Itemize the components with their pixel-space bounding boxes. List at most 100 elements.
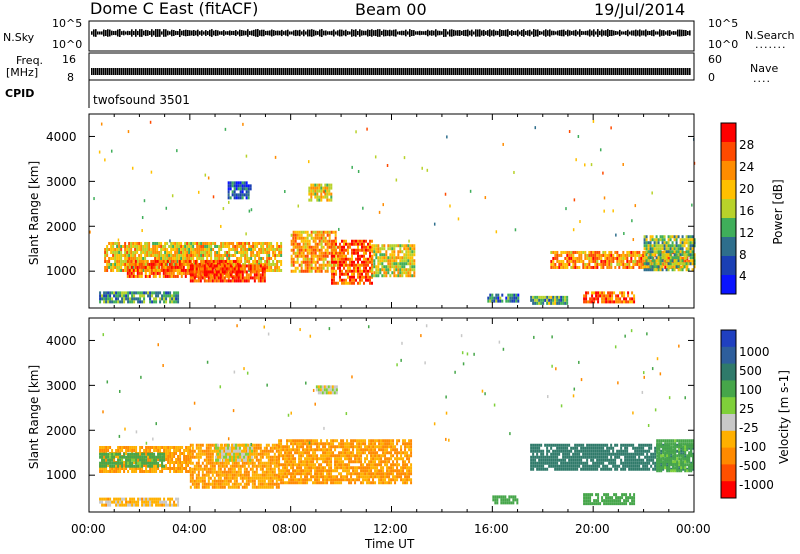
data-cell: [150, 265, 153, 269]
data-cell: [107, 452, 110, 456]
data-cell: [181, 445, 184, 449]
data-cell: [128, 274, 131, 278]
freq-bar: [681, 68, 683, 75]
data-cell: [282, 469, 285, 473]
data-cell: [324, 186, 327, 190]
data-cell: [294, 457, 297, 461]
data-cell: [257, 452, 260, 456]
data-cell: [233, 485, 236, 489]
data-cell: [225, 470, 228, 474]
data-cell: [211, 485, 214, 489]
data-cell: [669, 262, 672, 266]
data-cell: [209, 276, 212, 280]
data-cell: [363, 275, 365, 279]
data-cell: [679, 244, 682, 248]
data-cell: [239, 455, 242, 459]
data-cell: [643, 265, 646, 269]
freq-bar: [165, 68, 167, 75]
data-cell: [389, 253, 392, 257]
data-cell: [369, 260, 371, 264]
data-cell: [227, 485, 230, 489]
data-cell: [119, 448, 122, 452]
data-cell: [316, 260, 319, 264]
data-cell: [320, 236, 323, 240]
data-cell: [263, 452, 266, 456]
data-cell: [217, 276, 220, 280]
data-cell: [253, 443, 256, 447]
data-cell: [176, 149, 178, 153]
data-cell: [373, 250, 376, 254]
freq-bar: [589, 68, 591, 75]
data-cell: [318, 195, 321, 199]
data-cell: [169, 451, 172, 455]
data-cell: [103, 466, 106, 470]
nsky-bar: [151, 29, 153, 37]
nsky-bar: [515, 30, 517, 36]
freq-bar: [283, 68, 285, 75]
freq-bar: [267, 68, 269, 75]
data-cell: [156, 271, 159, 275]
data-cell: [322, 230, 325, 234]
data-cell: [290, 439, 293, 443]
data-cell: [215, 455, 218, 459]
data-cell: [233, 473, 236, 477]
data-cell: [105, 445, 108, 449]
data-cell: [195, 476, 198, 480]
data-cell: [266, 253, 269, 257]
freq-bar: [523, 68, 525, 75]
data-cell: [405, 256, 408, 260]
data-cell: [487, 296, 490, 300]
nsky-bar: [111, 30, 113, 36]
data-cell: [310, 475, 313, 479]
data-cell: [332, 230, 335, 234]
data-cell: [132, 262, 135, 266]
data-cell: [371, 281, 373, 285]
nsky-bar: [385, 29, 387, 37]
nsky-bar: [273, 30, 275, 36]
freq-bar: [147, 68, 149, 75]
data-cell: [651, 265, 654, 269]
data-cell: [282, 472, 285, 476]
data-cell: [298, 469, 301, 473]
data-cell: [251, 446, 254, 450]
data-cell: [206, 274, 209, 278]
data-cell: [119, 445, 122, 449]
data-cell: [292, 245, 295, 249]
data-cell: [197, 446, 200, 450]
data-cell: [278, 478, 281, 482]
data-cell: [220, 241, 223, 245]
data-cell: [172, 244, 175, 248]
data-cell: [491, 299, 494, 303]
data-cell: [209, 264, 212, 268]
data-cell: [597, 294, 600, 298]
data-cell: [306, 257, 309, 261]
data-cell: [282, 457, 285, 461]
data-cell: [237, 267, 240, 271]
nsky-bar: [631, 30, 633, 36]
data-cell: [134, 253, 137, 257]
data-cell: [377, 247, 380, 251]
data-cell: [237, 184, 240, 188]
data-cell: [351, 254, 353, 258]
data-cell: [399, 274, 402, 278]
data-cell: [375, 274, 378, 278]
data-cell: [216, 253, 219, 257]
data-cell: [197, 473, 200, 477]
data-cell: [128, 253, 131, 257]
data-cell: [604, 259, 607, 263]
freq-bar: [649, 68, 651, 75]
data-cell: [310, 478, 313, 482]
data-cell: [132, 274, 135, 278]
data-cell: [341, 269, 343, 273]
data-cell: [164, 265, 167, 269]
data-cell: [343, 266, 345, 270]
data-cell: [184, 271, 187, 275]
data-cell: [253, 452, 256, 456]
data-cell: [616, 253, 619, 257]
data-cell: [159, 458, 162, 462]
freq-bar: [555, 68, 557, 75]
data-cell: [241, 461, 244, 465]
data-cell: [665, 247, 668, 251]
freq-bar: [549, 68, 551, 75]
data-cell: [140, 259, 143, 263]
